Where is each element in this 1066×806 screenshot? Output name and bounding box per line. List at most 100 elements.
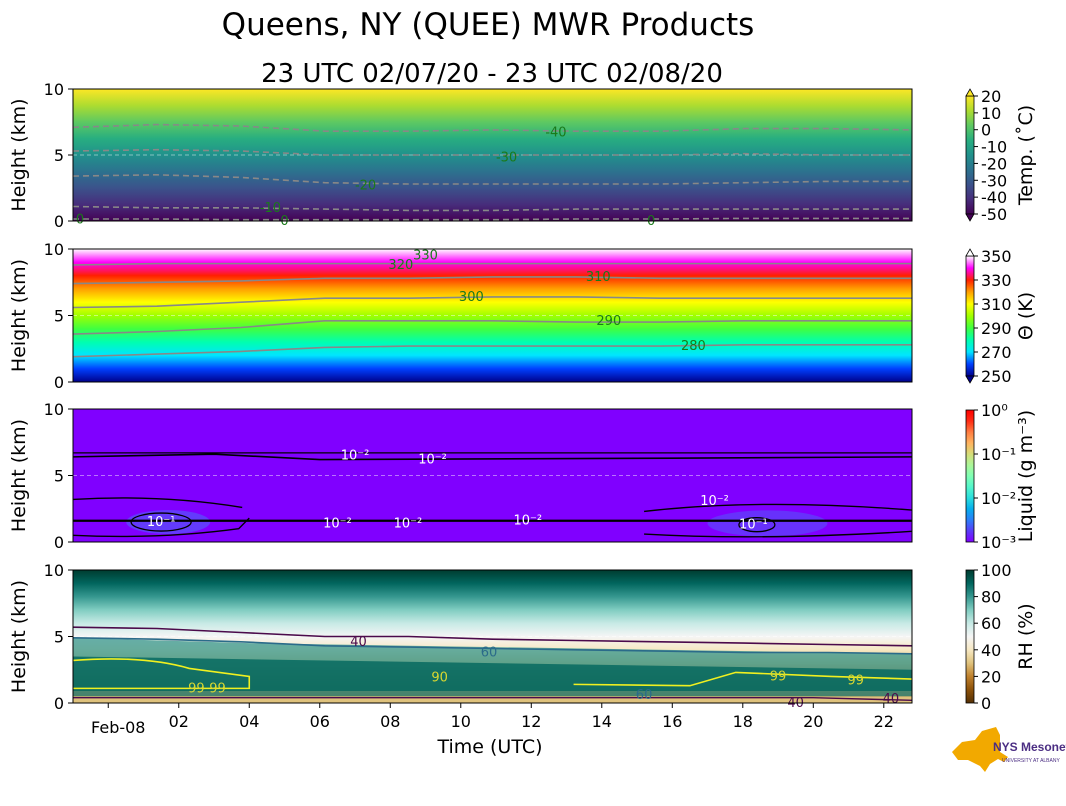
contour-label: 330: [413, 249, 438, 264]
colorbar-tick-label: 0: [981, 121, 991, 140]
cloud-patch: [126, 510, 211, 535]
colorbar-tick-label: 250: [981, 367, 1012, 386]
contour-label: 290: [596, 314, 621, 329]
y-tick-label: 5: [54, 146, 64, 165]
contour-310: [72, 276, 912, 285]
contour-label: 320: [388, 258, 413, 273]
x-tick-label: 22: [874, 712, 894, 731]
colorbar-tick-label: 10⁰: [981, 401, 1008, 420]
y-tick-label: 5: [54, 307, 64, 326]
colorbar-tick-label: 40: [981, 641, 1001, 660]
colorbar-tick-label: 20: [981, 667, 1001, 686]
x-tick-label: 06: [310, 712, 330, 731]
colorbar-fill: [965, 95, 975, 215]
contour-label: 10⁻¹: [147, 515, 176, 530]
x-tick-label: 20: [803, 712, 823, 731]
contour-320: [72, 262, 912, 266]
colorbar-tick-label: 20: [981, 87, 1001, 106]
colorbar-tick-label: -20: [981, 154, 1007, 173]
colorbar-tick-label: 310: [981, 295, 1012, 314]
colorbar-tick-label: 270: [981, 343, 1012, 362]
colorbar-label: RH (%): [1015, 603, 1037, 669]
colorbar-relative_humidity: 100 80 60 40 20 0 RH (%): [965, 561, 1037, 713]
contour-label: -10: [260, 201, 281, 216]
colorbar-tick-label: 350: [981, 247, 1012, 266]
figure-subtitle: 23 UTC 02/07/20 - 23 UTC 02/08/20: [261, 59, 723, 89]
contour-label: -30: [496, 151, 517, 166]
colorbar-tick-label: -30: [981, 171, 1007, 190]
contour-60: [72, 637, 913, 655]
colorbar-label: Temp. (˚C): [1015, 105, 1037, 206]
contour-line: [644, 530, 913, 538]
x-tick-label: 14: [592, 712, 612, 731]
x-tick-label: Feb-08: [91, 718, 145, 737]
y-tick-label: 10: [44, 400, 64, 419]
y-tick-label: 10: [44, 80, 64, 99]
x-tick-label: 12: [521, 712, 541, 731]
colorbar-extend-top: [965, 248, 975, 257]
colorbar-tick-label: 0: [981, 694, 991, 713]
colorbar-tick-label: 290: [981, 319, 1012, 338]
y-axis-label: Height (km): [8, 580, 30, 693]
x-tick-label: 10: [451, 712, 471, 731]
contour-label: 310: [586, 270, 611, 285]
colorbar-tick-label: 10⁻³: [981, 533, 1016, 552]
y-tick-label: 5: [54, 628, 64, 647]
x-tick-label: 02: [169, 712, 189, 731]
colorbar-label: Θ (K): [1015, 292, 1037, 340]
colorbar-potential_temperature: 350 330 310 290 270 250 Θ (K): [965, 247, 1037, 386]
contour-line: [72, 453, 913, 461]
contour-line: [644, 503, 913, 513]
contour-label: 280: [681, 339, 706, 354]
y-tick-label: 10: [44, 240, 64, 259]
contour-line: [72, 497, 243, 509]
contour-label: 90: [431, 671, 448, 686]
contour-label: 40: [350, 635, 367, 650]
y-tick-label: 0: [54, 212, 64, 231]
contour-label: 300: [459, 290, 484, 305]
contour-300: [72, 296, 912, 309]
contour-label: 60: [636, 688, 653, 703]
field-background: [73, 249, 912, 382]
contour-label: 99: [188, 681, 205, 696]
contour-label: 99: [770, 669, 787, 684]
contour-label: 10⁻¹: [739, 518, 768, 533]
colorbar-extend-top: [965, 88, 975, 97]
contour-label: 10⁻²: [418, 453, 447, 468]
colorbar-tick-label: 100: [981, 561, 1012, 580]
colorbar-fill: [965, 569, 975, 704]
contour-line: [738, 517, 776, 533]
colorbar-tick-label: 330: [981, 271, 1012, 290]
contour-label: 0: [76, 213, 84, 228]
x-tick-label: 04: [239, 712, 259, 731]
colorbar-fill: [965, 255, 975, 377]
x-axis-label: Time (UTC): [436, 736, 542, 758]
contour-label: 99: [847, 673, 864, 688]
contour-99: [72, 658, 251, 690]
logo-subtext: UNIVERSITY AT ALBANY: [1002, 758, 1060, 764]
x-tick-label: 16: [662, 712, 682, 731]
colorbar-fill: [965, 409, 975, 543]
contour-label: 10⁻²: [323, 516, 352, 531]
colorbar-tick-label: 10⁻²: [981, 489, 1016, 508]
y-tick-label: 5: [54, 467, 64, 486]
logo-text: NYS Mesonet: [993, 740, 1066, 754]
x-tick-label: 08: [380, 712, 400, 731]
figure-title: Queens, NY (QUEE) MWR Products: [222, 7, 755, 43]
contour-label: -40: [545, 126, 566, 141]
colorbar-tick-label: -40: [981, 188, 1007, 207]
field-background: [73, 89, 912, 221]
colorbar-tick-label: 10: [981, 104, 1001, 123]
y-tick-label: 10: [44, 561, 64, 580]
contour-line: [72, 517, 250, 538]
contour-label: 10⁻²: [700, 494, 729, 509]
y-tick-label: 0: [54, 533, 64, 552]
contour-label: 99: [209, 681, 226, 696]
y-tick-label: 0: [54, 694, 64, 713]
